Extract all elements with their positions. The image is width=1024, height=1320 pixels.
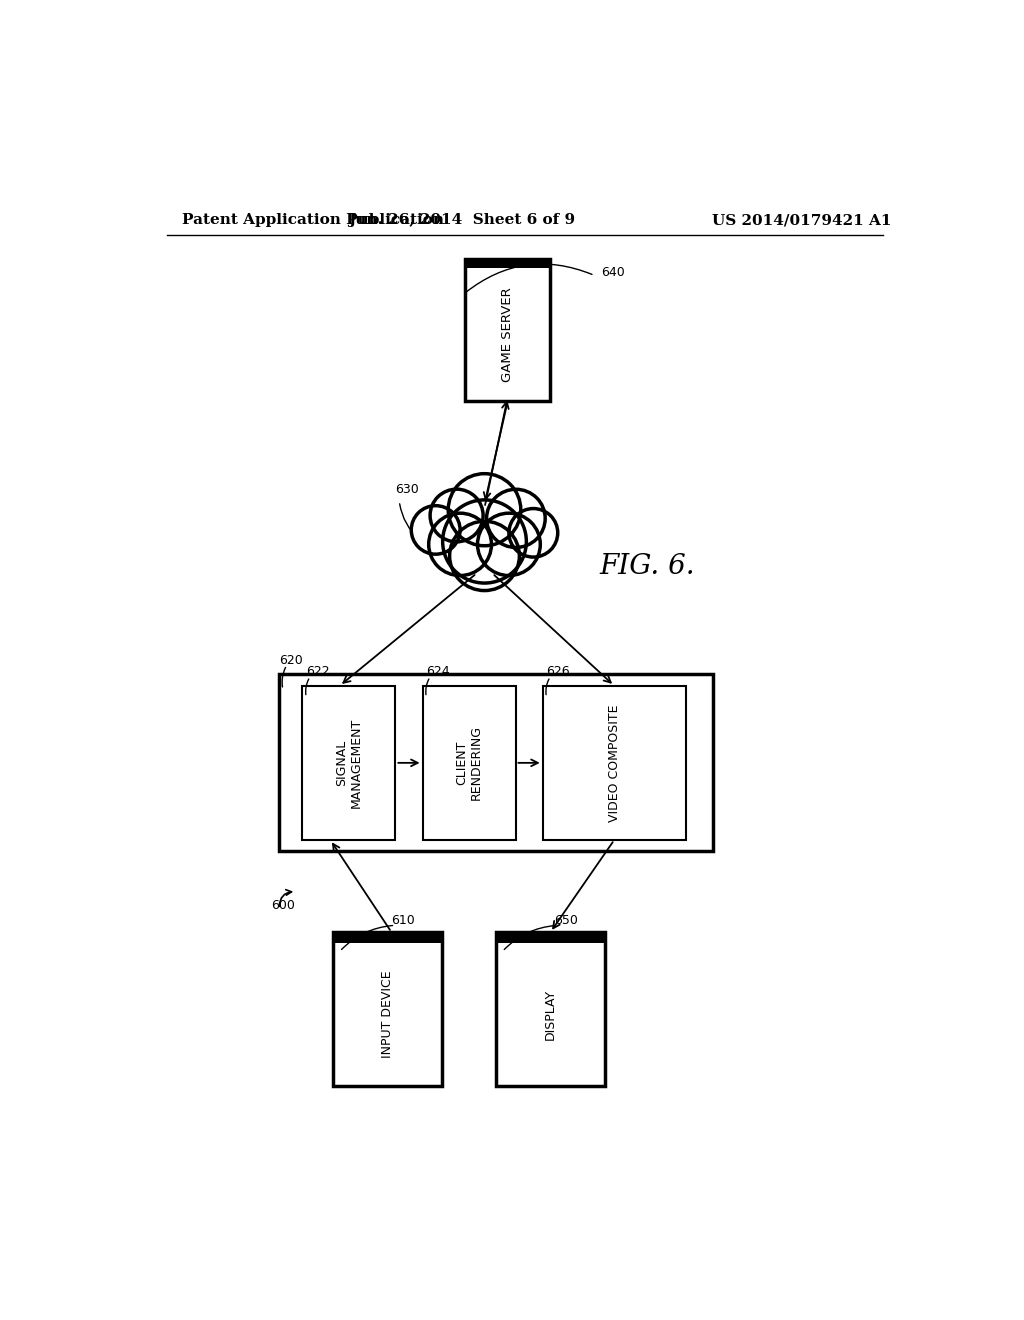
Circle shape [449, 474, 521, 545]
Text: FIG. 6.: FIG. 6. [599, 553, 695, 579]
Bar [334, 932, 442, 1086]
Text: 640: 640 [601, 267, 625, 280]
Text: SIGNAL
MANAGEMENT: SIGNAL MANAGEMENT [335, 718, 362, 808]
Text: 626: 626 [547, 665, 570, 678]
Bar [496, 932, 604, 1086]
Bar [465, 259, 550, 268]
Circle shape [477, 513, 541, 576]
Circle shape [509, 508, 558, 557]
Text: Jun. 26, 2014  Sheet 6 of 9: Jun. 26, 2014 Sheet 6 of 9 [348, 213, 574, 227]
Text: 624: 624 [426, 665, 450, 678]
Text: US 2014/0179421 A1: US 2014/0179421 A1 [713, 213, 892, 227]
Text: VIDEO COMPOSITE: VIDEO COMPOSITE [608, 704, 621, 821]
Circle shape [412, 506, 460, 554]
Bar [334, 932, 442, 942]
Text: 650: 650 [554, 913, 579, 927]
Text: 620: 620 [280, 653, 303, 667]
Circle shape [430, 490, 483, 541]
Text: 622: 622 [306, 665, 330, 678]
Text: 600: 600 [271, 899, 295, 912]
Text: GAME SERVER: GAME SERVER [502, 286, 514, 381]
Bar [423, 686, 515, 840]
Circle shape [429, 513, 492, 576]
Bar [543, 686, 686, 840]
Text: CLIENT
RENDERING: CLIENT RENDERING [455, 726, 483, 800]
Text: Patent Application Publication: Patent Application Publication [182, 213, 444, 227]
Text: INPUT DEVICE: INPUT DEVICE [381, 970, 394, 1059]
Text: DISPLAY: DISPLAY [544, 989, 557, 1040]
Text: 630: 630 [395, 483, 419, 496]
Bar [496, 932, 604, 942]
Circle shape [486, 490, 545, 548]
Bar [280, 675, 713, 851]
Bar [465, 259, 550, 401]
Bar [302, 686, 395, 840]
Circle shape [442, 500, 526, 583]
Text: 610: 610 [391, 913, 416, 927]
Circle shape [450, 521, 519, 590]
